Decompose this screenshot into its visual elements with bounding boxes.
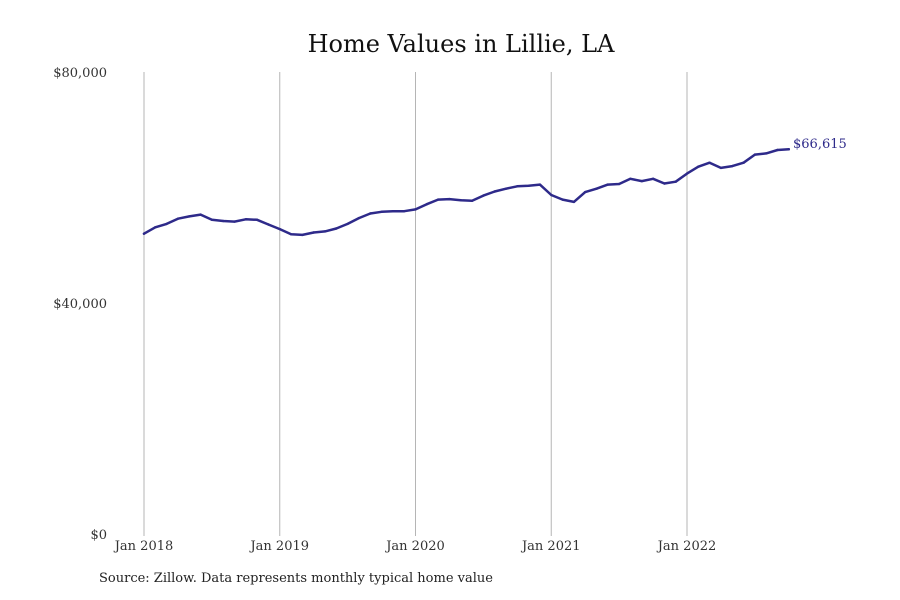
data-point: [142, 232, 146, 235]
data-point: [595, 187, 598, 190]
data-point: [165, 222, 168, 226]
data-point: [255, 218, 259, 221]
data-point: [380, 210, 383, 213]
data-point: [663, 182, 666, 185]
data-point: [550, 193, 553, 197]
data-point: [504, 187, 508, 190]
data-point: [776, 148, 779, 152]
data-point: [459, 199, 462, 202]
data-point: [369, 212, 372, 215]
data-point: [448, 197, 451, 201]
data-point: [323, 230, 327, 233]
data-point: [765, 152, 768, 155]
x-tick-label: Jan 2018: [113, 539, 174, 554]
data-point: [233, 220, 236, 223]
data-point: [787, 148, 790, 151]
data-point: [346, 222, 349, 226]
data-point: [629, 177, 632, 180]
data-point: [482, 194, 485, 197]
data-point: [719, 166, 723, 170]
data-point: [708, 161, 711, 164]
x-tick-label: Jan 2020: [384, 539, 445, 554]
data-point: [516, 185, 519, 188]
data-point: [561, 198, 564, 201]
data-point: [651, 177, 655, 180]
data-point: [731, 164, 734, 168]
data-point: [572, 200, 576, 204]
data-point: [289, 233, 293, 236]
data-point: [538, 183, 542, 186]
vertical-gridlines: [143, 72, 688, 536]
x-tick-label: Jan 2019: [248, 539, 309, 554]
data-point: [188, 215, 191, 218]
data-point: [584, 190, 587, 194]
y-tick-label: $0: [90, 528, 107, 543]
data-point: [617, 182, 621, 186]
data-point: [697, 165, 700, 168]
data-point: [335, 227, 338, 230]
data-point: [199, 213, 202, 216]
data-point: [742, 161, 745, 164]
data-point: [301, 233, 304, 237]
data-point: [391, 210, 395, 213]
x-tick-label: Jan 2022: [656, 539, 717, 554]
data-point: [267, 223, 270, 226]
data-point: [176, 217, 180, 220]
y-tick-label: $80,000: [53, 66, 107, 81]
data-point: [244, 218, 247, 221]
chart-title: Home Values in Lillie, LA: [308, 30, 615, 58]
data-point: [278, 227, 281, 231]
series-line: [142, 148, 791, 237]
data-point: [154, 226, 157, 229]
y-tick-label: $40,000: [53, 297, 107, 312]
data-point: [753, 153, 757, 156]
data-point: [222, 219, 225, 223]
data-point: [470, 199, 474, 202]
data-point: [493, 190, 496, 193]
data-point: [527, 184, 530, 187]
series-end-label: $66,615: [793, 137, 847, 152]
data-point: [312, 231, 315, 234]
x-tick-label: Jan 2021: [520, 539, 581, 554]
data-point: [685, 172, 689, 175]
data-point: [674, 180, 677, 183]
source-note: Source: Zillow. Data represents monthly …: [99, 571, 493, 586]
data-point: [425, 203, 428, 206]
data-point: [436, 198, 440, 201]
data-point: [606, 183, 609, 186]
data-point: [640, 179, 643, 183]
data-point: [210, 218, 214, 221]
series-layer: [142, 148, 791, 237]
y-axis-tick-labels: $0 $40,000 $80,000: [53, 66, 107, 543]
x-axis-tick-labels: Jan 2018 Jan 2019 Jan 2020 Jan 2021 Jan 2022: [113, 539, 717, 554]
data-point: [357, 216, 361, 220]
data-point: [403, 210, 406, 213]
data-point: [414, 208, 417, 211]
